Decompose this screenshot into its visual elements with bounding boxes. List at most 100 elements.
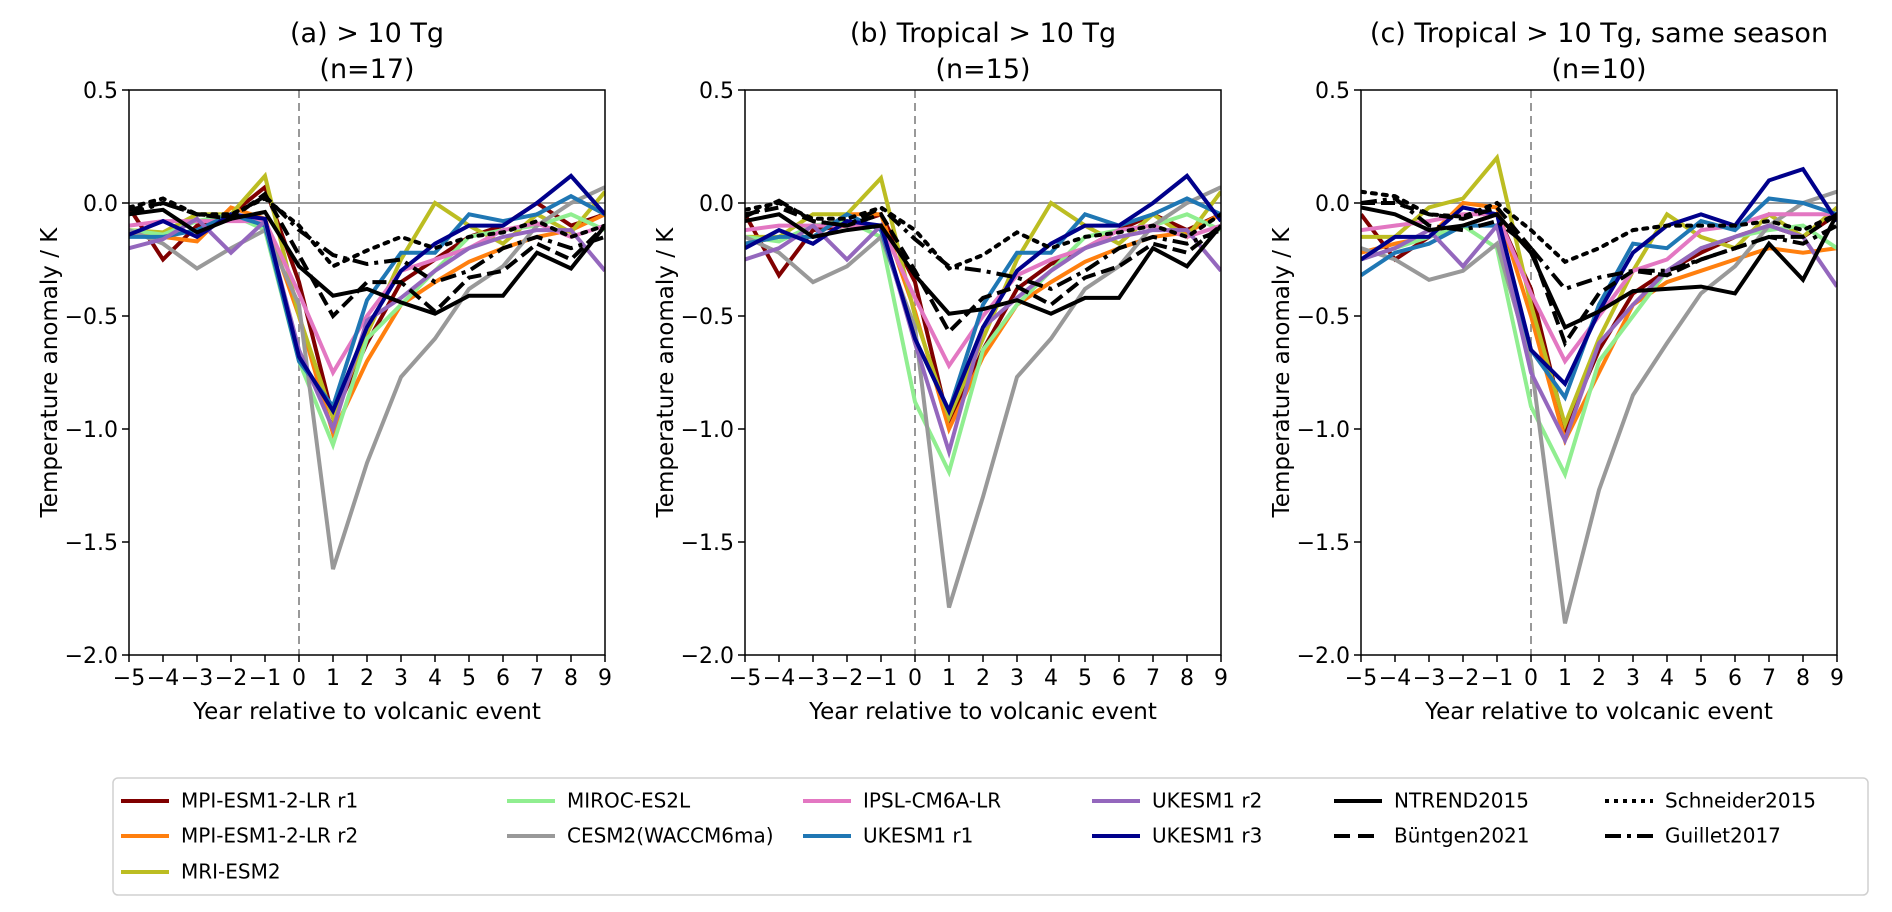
plot-frame	[744, 89, 1222, 656]
x-tick-label: 5	[462, 666, 476, 691]
x-tick-label: 4	[1044, 666, 1058, 691]
panel-title: (b) Tropical > 10 Tg	[850, 18, 1116, 49]
series-line-mri-esm2	[745, 174, 1221, 424]
x-tick-label: 9	[1830, 666, 1844, 691]
y-axis-label: Temperature anomaly / K	[1269, 227, 1295, 519]
y-tick-label: −0.5	[1297, 305, 1350, 330]
x-tick-label: −5	[729, 666, 761, 691]
x-tick-label: 2	[1592, 666, 1606, 691]
x-tick-label: 2	[976, 666, 990, 691]
x-tick-label: 9	[1214, 666, 1228, 691]
legend-item: CESM2(WACCM6ma)	[507, 824, 774, 848]
x-tick-label: 1	[942, 666, 956, 691]
legend-label: Büntgen2021	[1394, 824, 1530, 848]
x-tick-label: 8	[1180, 666, 1194, 691]
series-line-mri-esm2	[1361, 153, 1837, 431]
x-tick-label: 4	[428, 666, 442, 691]
series-line-b-ntgen2021	[129, 191, 605, 320]
y-tick-label: 0.5	[83, 79, 118, 104]
x-tick-label: −2	[1447, 666, 1479, 691]
series-line-ukesm1-r3	[745, 173, 1221, 416]
x-tick-label: 8	[1796, 666, 1810, 691]
x-tick-label: 5	[1078, 666, 1092, 691]
x-tick-label: 4	[1660, 666, 1674, 691]
x-tick-label: 0	[292, 666, 306, 691]
series-line-schneider2015	[745, 200, 1221, 271]
legend-item: MRI-ESM2	[121, 860, 281, 884]
x-tick-label: 7	[1146, 666, 1160, 691]
series-line-ukesm1-r1	[1361, 196, 1837, 402]
y-tick-label: −1.5	[1297, 531, 1350, 556]
x-axis-label: Year relative to volcanic event	[808, 699, 1157, 725]
series-line-ukesm1-r3	[129, 173, 605, 416]
panels: (a) > 10 Tg(n=17)−5 −4 −3 −2 −1 0 1 2 3 4 5 6 7 8 90.5…	[37, 18, 1844, 725]
legend-item: UKESM1 r1	[803, 824, 973, 848]
panel-b: (b) Tropical > 10 Tg (n=15) −5 −4 −3 −2 −1 0 1 2 3…	[653, 18, 1228, 725]
series-line-ukesm1-r1	[745, 196, 1221, 417]
x-tick-label: 2	[360, 666, 374, 691]
x-tick-label: 0	[1524, 666, 1538, 691]
legend-label: MPI-ESM1-2-LR r2	[181, 824, 358, 848]
panel-a: (a) > 10 Tg (n=17) −5 −4 −3 −2 −1 0 1 2 3 4 5 6 7 8 9 0.5…	[37, 18, 612, 725]
series-line-schneider2015	[1361, 189, 1837, 265]
panel-subtitle: (n=15)	[935, 54, 1030, 85]
panel-subtitle: (n=10)	[1551, 54, 1646, 85]
series-line-schneider2015	[129, 196, 605, 269]
series-line-mpi-esm1-2-lr-r2	[745, 212, 1221, 435]
plot-frame	[128, 89, 606, 656]
x-tick-label: 5	[1694, 666, 1708, 691]
legend-label: MIROC-ES2L	[567, 789, 691, 813]
y-tick-label: −1.5	[65, 531, 118, 556]
x-tick-label: 7	[530, 666, 544, 691]
x-tick-label: 0	[908, 666, 922, 691]
y-tick-label: −2.0	[65, 644, 118, 669]
y-axis-label: Temperature anomaly / K	[37, 227, 63, 519]
legend-item: UKESM1 r2	[1092, 789, 1262, 813]
y-tick-label: −1.0	[681, 418, 734, 443]
series-line-cesm2-waccm6ma-	[129, 185, 605, 570]
y-tick-label: 0.0	[699, 192, 734, 217]
y-tick-label: 0.5	[1315, 79, 1350, 104]
series-line-ipsl-cm6a-lr	[745, 223, 1221, 370]
series-group	[745, 173, 1221, 609]
legend-label: Schneider2015	[1665, 789, 1816, 813]
legend-item: Büntgen2021	[1334, 824, 1530, 848]
legend-label: UKESM1 r2	[1152, 789, 1262, 813]
series-line-miroc-es2l	[1361, 223, 1837, 480]
x-axis-label: Year relative to volcanic event	[192, 699, 541, 725]
x-tick-label: −5	[1345, 666, 1377, 691]
y-tick-label: 0.5	[699, 79, 734, 104]
x-tick-label: 3	[1626, 666, 1640, 691]
y-tick-label: 0.0	[83, 192, 118, 217]
x-tick-label: −2	[215, 666, 247, 691]
legend-item: MPI-ESM1-2-LR r2	[121, 824, 358, 848]
y-tick-label: 0.0	[1315, 192, 1350, 217]
x-tick-label: 8	[564, 666, 578, 691]
panel-title: (c) Tropical > 10 Tg, same season	[1370, 18, 1828, 49]
legend-label: NTREND2015	[1394, 789, 1529, 813]
series-line-b-ntgen2021	[1361, 201, 1837, 348]
x-tick-label: 3	[1010, 666, 1024, 691]
x-tick-label: 7	[1762, 666, 1776, 691]
x-tick-label: −4	[1379, 666, 1411, 691]
x-tick-label: −1	[1481, 666, 1513, 691]
series-group	[129, 171, 605, 570]
series-group	[1361, 153, 1837, 624]
x-tick-label: −3	[1413, 666, 1445, 691]
legend-label: CESM2(WACCM6ma)	[567, 824, 774, 848]
legend-item: MIROC-ES2L	[507, 789, 691, 813]
x-tick-label: −1	[865, 666, 897, 691]
y-tick-label: −2.0	[1297, 644, 1350, 669]
series-line-ukesm1-r2	[1361, 221, 1837, 446]
legend-item: Schneider2015	[1605, 789, 1816, 813]
y-tick-label: −0.5	[65, 305, 118, 330]
legend: MPI-ESM1-2-LR r1 MPI-ESM1-2-LR r2 MRI-ESM2…	[112, 777, 1869, 896]
x-tick-label: 6	[496, 666, 510, 691]
legend-label: UKESM1 r1	[863, 824, 973, 848]
y-tick-label: −2.0	[681, 644, 734, 669]
y-tick-label: −0.5	[681, 305, 734, 330]
legend-item: IPSL-CM6A-LR	[803, 789, 1001, 813]
legend-item: Guillet2017	[1605, 824, 1781, 848]
series-line-guillet2017	[129, 193, 605, 285]
